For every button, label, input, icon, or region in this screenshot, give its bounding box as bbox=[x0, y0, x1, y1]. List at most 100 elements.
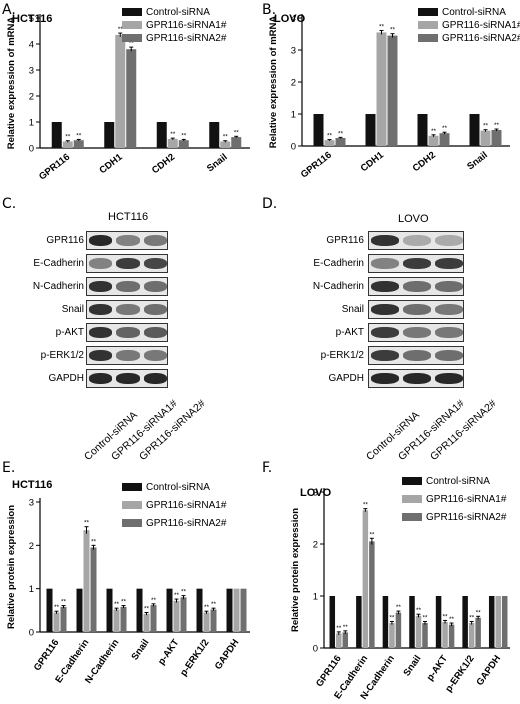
bar bbox=[488, 596, 495, 648]
blot-strip bbox=[368, 323, 464, 342]
significance-label: ** bbox=[396, 604, 402, 611]
y-tick-label: 0 bbox=[291, 142, 296, 153]
legend-label: GPR116-siRNA1# bbox=[146, 500, 227, 511]
blot-band bbox=[403, 258, 431, 269]
legend-label: GPR116-siRNA2# bbox=[442, 33, 520, 44]
blot-strip bbox=[368, 254, 464, 273]
legend-label: Control-siRNA bbox=[146, 482, 210, 493]
y-tick-label: 0 bbox=[29, 628, 34, 639]
x-tick-label: Snail bbox=[129, 637, 151, 662]
y-tick-label: 1 bbox=[29, 584, 34, 595]
significance-label: ** bbox=[449, 616, 455, 623]
blot-row-label: N-Cadherin bbox=[32, 281, 84, 292]
y-axis-label: Relative expression of mRNA bbox=[268, 16, 279, 149]
blot-title: LOVO bbox=[398, 213, 429, 225]
y-tick-label: 2 bbox=[29, 541, 34, 552]
y-tick-label: 4 bbox=[291, 14, 296, 25]
blot-band bbox=[116, 350, 140, 361]
blot-row-label: E-Cadherin bbox=[33, 258, 84, 269]
y-axis-label: Relative protein expression bbox=[6, 505, 17, 629]
x-tick-label: Snail bbox=[465, 150, 490, 173]
y-tick-label: 3 bbox=[313, 488, 318, 499]
bar bbox=[167, 138, 178, 148]
bar bbox=[210, 609, 217, 632]
significance-label: ** bbox=[118, 26, 124, 33]
bar bbox=[166, 588, 173, 632]
bar bbox=[329, 596, 336, 648]
significance-label: ** bbox=[379, 23, 385, 30]
significance-label: ** bbox=[422, 614, 428, 621]
blot-row-label: p-ERK1/2 bbox=[40, 350, 84, 361]
significance-label: ** bbox=[204, 604, 210, 611]
bar bbox=[231, 137, 242, 148]
blot-band bbox=[435, 235, 463, 246]
blot-band bbox=[116, 327, 140, 338]
bar bbox=[428, 135, 439, 146]
legend-label: Control-siRNA bbox=[146, 7, 210, 18]
blot-band bbox=[371, 235, 399, 246]
legend-swatch bbox=[402, 495, 422, 503]
blot-band bbox=[116, 304, 140, 315]
blot-band bbox=[403, 281, 431, 292]
bar bbox=[226, 588, 233, 632]
significance-label: ** bbox=[76, 132, 82, 139]
blot-title: HCT116 bbox=[108, 211, 149, 223]
bar bbox=[106, 588, 113, 632]
significance-label: ** bbox=[469, 614, 475, 621]
bar bbox=[83, 530, 90, 632]
bar bbox=[113, 609, 120, 632]
y-tick-label: 5 bbox=[29, 14, 34, 25]
significance-label: ** bbox=[234, 129, 240, 136]
x-tick-label: GPR116 bbox=[299, 150, 334, 181]
bar bbox=[342, 632, 349, 648]
blot-band bbox=[435, 327, 463, 338]
bar bbox=[143, 613, 150, 632]
blot-band bbox=[89, 258, 113, 269]
blot-strip bbox=[368, 369, 464, 388]
bar bbox=[313, 114, 324, 146]
legend-swatch bbox=[418, 8, 438, 16]
bar bbox=[395, 612, 402, 648]
blot-band bbox=[403, 304, 431, 315]
legend-swatch bbox=[418, 34, 438, 42]
bar bbox=[233, 588, 240, 632]
blot-band bbox=[89, 304, 113, 315]
bar bbox=[480, 130, 491, 146]
x-tick-label: p-ERK1/2 bbox=[178, 637, 211, 678]
blot-strip bbox=[86, 231, 168, 250]
bar bbox=[51, 122, 62, 148]
blot-band bbox=[371, 327, 399, 338]
blot-band bbox=[403, 373, 431, 384]
x-tick-label: Snail bbox=[205, 152, 230, 175]
blot-band bbox=[435, 258, 463, 269]
bar bbox=[409, 596, 415, 648]
bar bbox=[62, 141, 73, 148]
y-tick-label: 2 bbox=[291, 78, 296, 89]
legend-swatch bbox=[402, 513, 422, 521]
legend-swatch bbox=[122, 519, 142, 527]
blot-band bbox=[89, 281, 113, 292]
blot-row-label: GAPDH bbox=[328, 373, 364, 384]
bar bbox=[335, 138, 346, 146]
y-tick-label: 3 bbox=[29, 66, 34, 77]
bar bbox=[501, 596, 508, 648]
blot-band bbox=[89, 235, 113, 246]
bar bbox=[468, 623, 475, 648]
blot-strip bbox=[86, 346, 168, 365]
bar bbox=[387, 35, 398, 146]
x-tick-label: Snail bbox=[401, 653, 423, 678]
panel-letter-f: F. bbox=[262, 460, 273, 476]
significance-label: ** bbox=[389, 614, 395, 621]
y-tick-label: 2 bbox=[29, 92, 34, 103]
significance-label: ** bbox=[121, 599, 127, 606]
blot-row-label: GPR116 bbox=[326, 235, 364, 246]
bar bbox=[209, 122, 220, 148]
significance-label: ** bbox=[363, 502, 369, 509]
legend-swatch bbox=[418, 21, 438, 29]
bar bbox=[196, 588, 203, 632]
blot-row-label: N-Cadherin bbox=[312, 281, 364, 292]
significance-label: ** bbox=[476, 609, 482, 616]
blot-band bbox=[435, 373, 463, 384]
